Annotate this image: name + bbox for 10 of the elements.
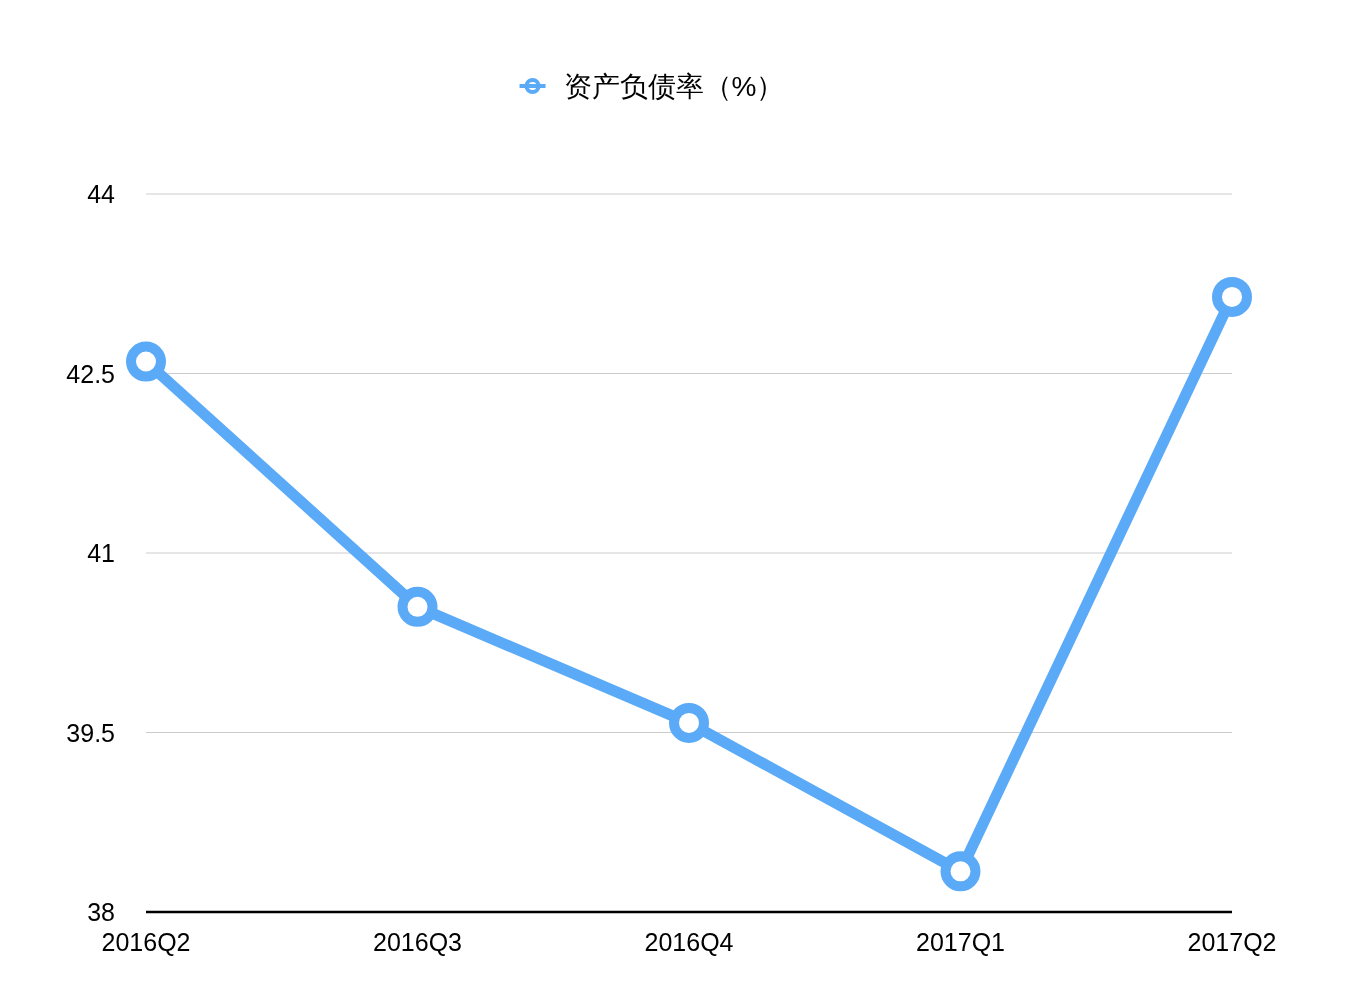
x-tick-label: 2016Q4 bbox=[644, 928, 734, 956]
y-tick-label: 42.5 bbox=[66, 359, 115, 388]
x-tick-label: 2016Q3 bbox=[373, 928, 462, 956]
x-tick-label: 2017Q2 bbox=[1187, 928, 1277, 956]
y-tick-label: 41 bbox=[87, 539, 115, 567]
y-tick-label: 44 bbox=[87, 180, 116, 208]
x-tick-label: 2017Q1 bbox=[916, 928, 1005, 956]
y-tick-label: 39.5 bbox=[66, 718, 115, 747]
y-tick-label: 38 bbox=[87, 898, 115, 926]
x-tick-label: 2016Q2 bbox=[101, 928, 191, 956]
